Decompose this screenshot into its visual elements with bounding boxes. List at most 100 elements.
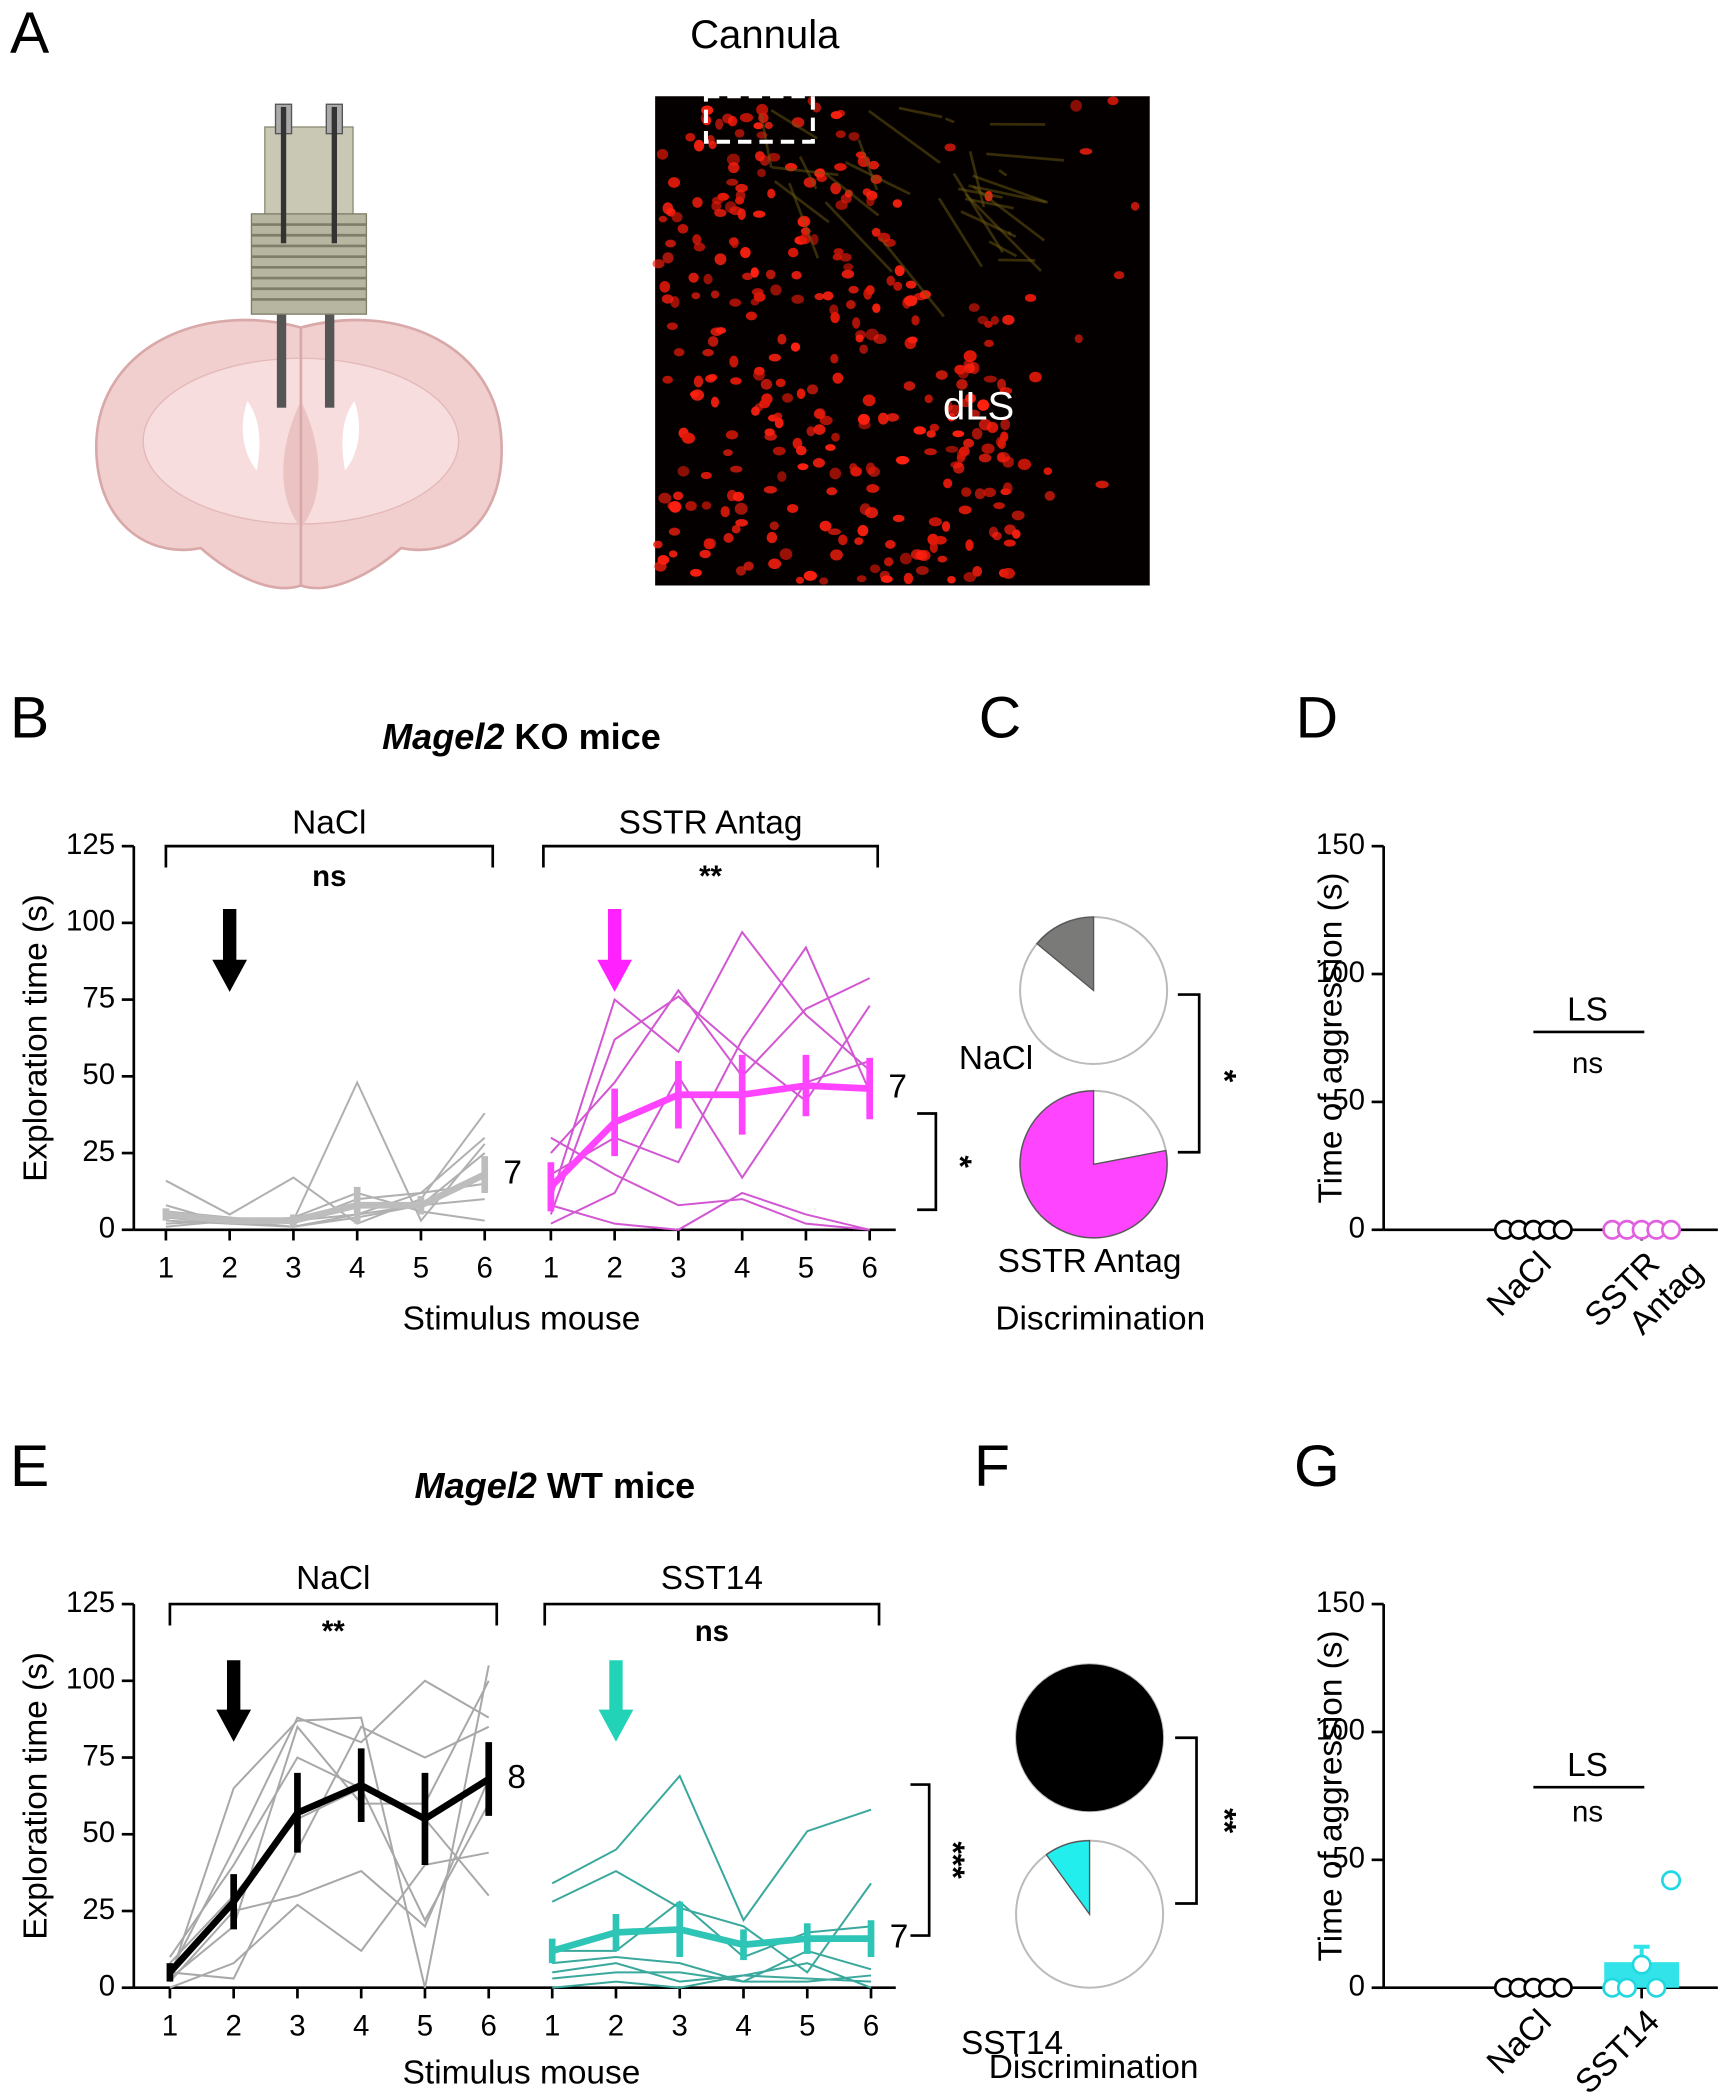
cell bbox=[807, 384, 819, 395]
cell bbox=[832, 372, 844, 384]
cell bbox=[978, 418, 992, 431]
cell bbox=[668, 177, 681, 188]
fiber bbox=[945, 117, 955, 124]
cell bbox=[757, 168, 766, 178]
dot bbox=[1661, 1870, 1682, 1891]
cell bbox=[787, 503, 799, 513]
cell bbox=[1043, 467, 1053, 475]
cell bbox=[1074, 334, 1083, 344]
y-tick-label: 50 bbox=[1332, 1084, 1365, 1117]
cell bbox=[835, 130, 846, 138]
cell bbox=[924, 394, 933, 404]
comparison-bracket bbox=[917, 1112, 938, 1212]
cell bbox=[968, 303, 980, 312]
cell bbox=[828, 528, 841, 536]
cell bbox=[764, 121, 773, 130]
cell bbox=[941, 521, 951, 532]
fiber bbox=[868, 109, 941, 164]
cell bbox=[714, 208, 727, 218]
cell bbox=[913, 292, 927, 301]
cell bbox=[671, 211, 683, 223]
fiber bbox=[857, 139, 879, 191]
cell bbox=[865, 462, 876, 475]
cell bbox=[856, 575, 867, 583]
dot bbox=[1631, 1954, 1652, 1975]
arrow bbox=[597, 908, 633, 992]
cell bbox=[806, 426, 816, 437]
cell bbox=[735, 183, 748, 193]
cell bbox=[916, 565, 929, 575]
y-tick-label: 50 bbox=[82, 1816, 115, 1849]
cell bbox=[743, 561, 754, 571]
fiber bbox=[771, 166, 839, 177]
cell bbox=[692, 197, 703, 208]
arrow bbox=[216, 1660, 252, 1742]
cell bbox=[1107, 96, 1119, 106]
group-bracket bbox=[543, 1602, 881, 1626]
cell bbox=[944, 143, 956, 152]
cell bbox=[779, 548, 793, 561]
cell bbox=[790, 342, 801, 352]
cell bbox=[726, 153, 740, 166]
group-label: NaCl bbox=[296, 1560, 370, 1597]
cell bbox=[735, 566, 747, 576]
cell bbox=[750, 298, 760, 306]
mean-line bbox=[548, 1082, 870, 1190]
cell bbox=[787, 247, 799, 258]
comparison-significance: * bbox=[942, 1155, 978, 1168]
x-tick-label: 6 bbox=[863, 2010, 879, 2043]
chart-title: Magel2 KO mice bbox=[382, 716, 661, 757]
cell bbox=[893, 281, 903, 291]
cell bbox=[681, 432, 696, 444]
x-axis-label: Stimulus mouse bbox=[403, 2054, 641, 2091]
cell bbox=[886, 413, 900, 422]
cell bbox=[767, 188, 776, 199]
cell bbox=[849, 463, 858, 472]
cell bbox=[830, 549, 843, 561]
cell bbox=[1029, 371, 1042, 383]
y-tick-label: 100 bbox=[66, 1663, 115, 1696]
cell bbox=[929, 423, 940, 432]
fiber bbox=[844, 161, 911, 196]
brain-illustration bbox=[95, 103, 503, 590]
cell bbox=[843, 263, 854, 271]
mean-line bbox=[165, 1171, 487, 1224]
cell bbox=[978, 453, 992, 463]
cell bbox=[770, 284, 782, 296]
pie-label: SST14 bbox=[961, 2025, 1063, 2062]
cell bbox=[662, 252, 674, 264]
cell bbox=[866, 484, 880, 493]
x-axis-label: Discrimination bbox=[989, 2049, 1199, 2086]
cell bbox=[724, 201, 737, 213]
cell bbox=[734, 196, 745, 205]
cell bbox=[1002, 482, 1013, 495]
cell bbox=[654, 561, 667, 572]
cell bbox=[702, 349, 714, 357]
cell bbox=[703, 538, 715, 550]
cell bbox=[813, 424, 826, 435]
cell bbox=[841, 269, 855, 279]
fiber bbox=[964, 193, 1042, 273]
cell bbox=[854, 537, 864, 545]
cell bbox=[997, 378, 1007, 391]
cell bbox=[948, 404, 962, 416]
panel-label: F bbox=[974, 1434, 1010, 1499]
fiber bbox=[937, 197, 983, 268]
cell bbox=[965, 393, 976, 404]
cell bbox=[714, 253, 727, 266]
group-bracket bbox=[164, 844, 495, 868]
cell bbox=[857, 524, 869, 537]
cell bbox=[693, 139, 705, 152]
chart-title: Magel2 WT mice bbox=[415, 1464, 696, 1505]
significance: ** bbox=[322, 1615, 345, 1648]
cell bbox=[745, 311, 757, 321]
pie-slice bbox=[1019, 1090, 1168, 1239]
y-tick-label: 150 bbox=[1316, 828, 1365, 861]
cell bbox=[710, 396, 720, 408]
cell bbox=[677, 465, 690, 477]
significance: ns bbox=[695, 1615, 729, 1648]
fiber bbox=[972, 185, 1046, 242]
cell bbox=[848, 285, 859, 294]
cell bbox=[731, 524, 741, 534]
individual-line bbox=[169, 1786, 490, 1964]
